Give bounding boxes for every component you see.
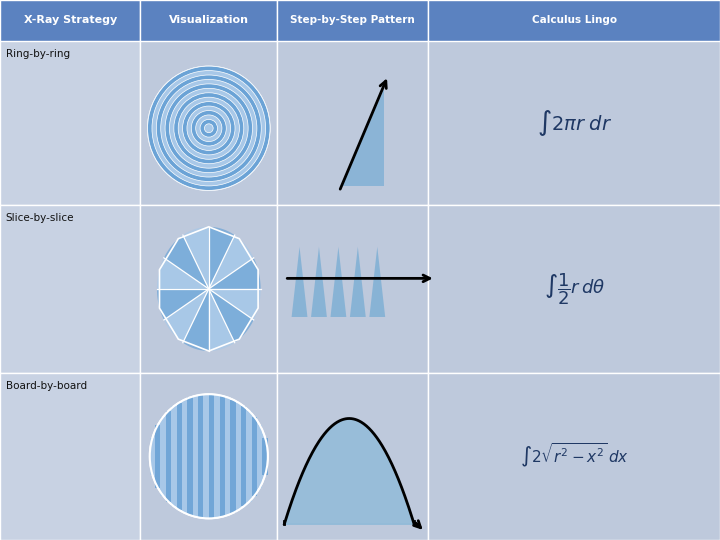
Text: X-Ray Strategy: X-Ray Strategy: [24, 15, 117, 25]
Polygon shape: [183, 227, 209, 289]
Ellipse shape: [152, 71, 266, 186]
Bar: [0, 205, 140, 373]
Polygon shape: [164, 289, 209, 343]
Bar: [277, 205, 428, 373]
Bar: [150, 438, 155, 475]
Bar: [198, 395, 204, 518]
Bar: [161, 417, 166, 496]
Bar: [428, 373, 720, 540]
Text: Step-by-Step Pattern: Step-by-Step Pattern: [290, 15, 415, 25]
Bar: [428, 205, 720, 373]
Bar: [209, 394, 214, 518]
Ellipse shape: [169, 89, 248, 168]
Polygon shape: [350, 247, 366, 317]
Bar: [241, 406, 246, 507]
Bar: [277, 40, 428, 205]
Ellipse shape: [174, 93, 244, 164]
Bar: [187, 397, 193, 515]
Bar: [140, 373, 277, 540]
Polygon shape: [164, 235, 209, 289]
Polygon shape: [369, 247, 385, 317]
Bar: [155, 425, 161, 488]
Ellipse shape: [187, 106, 230, 151]
Bar: [140, 40, 277, 205]
Bar: [171, 406, 176, 507]
Polygon shape: [183, 289, 209, 351]
Ellipse shape: [150, 394, 268, 518]
Bar: [235, 402, 241, 510]
Ellipse shape: [156, 75, 261, 181]
Bar: [140, 0, 277, 40]
Ellipse shape: [179, 97, 239, 159]
Ellipse shape: [200, 119, 217, 137]
Ellipse shape: [183, 102, 235, 155]
Polygon shape: [330, 247, 346, 317]
Text: $\int \dfrac{1}{2} r\,d\theta$: $\int \dfrac{1}{2} r\,d\theta$: [544, 271, 605, 307]
Polygon shape: [160, 227, 258, 351]
Ellipse shape: [196, 115, 222, 141]
Text: Slice-by-slice: Slice-by-slice: [6, 213, 74, 224]
Ellipse shape: [192, 111, 226, 146]
Polygon shape: [209, 289, 253, 343]
Text: Ring-by-ring: Ring-by-ring: [6, 49, 70, 59]
Bar: [0, 0, 140, 40]
Text: Board-by-board: Board-by-board: [6, 381, 87, 391]
Text: Calculus Lingo: Calculus Lingo: [531, 15, 617, 25]
Polygon shape: [209, 289, 261, 320]
Polygon shape: [209, 227, 235, 289]
Ellipse shape: [204, 124, 213, 133]
Bar: [246, 411, 252, 502]
Text: Visualization: Visualization: [168, 15, 249, 25]
Bar: [176, 402, 182, 510]
Polygon shape: [209, 289, 235, 351]
Text: $\int 2\pi r\; dr$: $\int 2\pi r\; dr$: [536, 108, 612, 138]
Polygon shape: [292, 247, 307, 317]
Bar: [277, 373, 428, 540]
Bar: [230, 400, 235, 513]
Bar: [263, 438, 268, 475]
Polygon shape: [209, 235, 253, 289]
Bar: [277, 0, 428, 40]
Bar: [220, 396, 225, 517]
Bar: [225, 397, 230, 515]
Bar: [428, 40, 720, 205]
Bar: [193, 396, 198, 517]
Bar: [252, 417, 257, 496]
Polygon shape: [311, 247, 327, 317]
Bar: [166, 411, 171, 502]
Bar: [214, 395, 220, 518]
Bar: [204, 394, 209, 518]
Polygon shape: [157, 258, 209, 289]
Bar: [140, 205, 277, 373]
Polygon shape: [341, 89, 384, 186]
Bar: [0, 373, 140, 540]
Polygon shape: [157, 289, 209, 320]
Bar: [0, 40, 140, 205]
Bar: [182, 400, 187, 513]
Ellipse shape: [161, 79, 257, 177]
Bar: [257, 425, 263, 488]
Ellipse shape: [165, 84, 253, 173]
Ellipse shape: [148, 66, 270, 191]
Ellipse shape: [148, 66, 270, 191]
Bar: [428, 0, 720, 40]
Text: $\int 2\sqrt{r^2-x^2}\,dx$: $\int 2\sqrt{r^2-x^2}\,dx$: [520, 442, 629, 470]
Polygon shape: [209, 258, 261, 289]
